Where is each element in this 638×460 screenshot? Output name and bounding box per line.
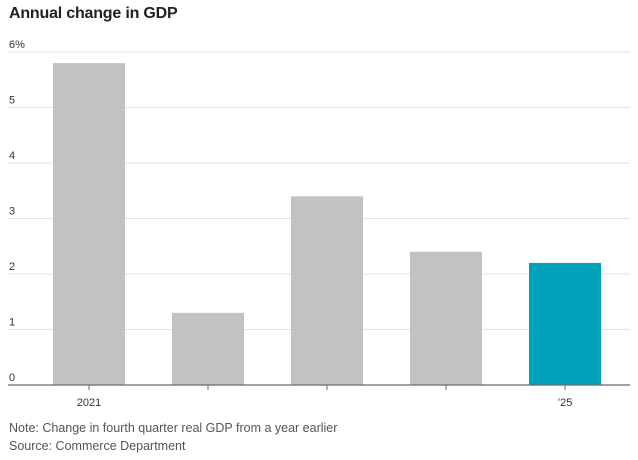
chart-source: Source: Commerce Department [9, 439, 186, 453]
bar-chart: 0 1 2 3 4 5 6% 2021 ’25 [8, 39, 630, 409]
bar-2025 [529, 262, 601, 385]
x-axis-tick-labels: 2021 ’25 [77, 397, 573, 409]
y-tick-label: 3 [9, 206, 15, 218]
bar-2022 [172, 312, 244, 385]
chart-title: Annual change in GDP [9, 5, 178, 22]
y-tick-label: 0 [9, 372, 15, 384]
chart-note: Note: Change in fourth quarter real GDP … [9, 421, 338, 435]
x-tick-label: ’25 [558, 397, 573, 409]
y-tick-label: 5 [9, 95, 15, 107]
bars [53, 63, 601, 385]
bar-2021 [53, 63, 125, 385]
y-tick-label: 1 [9, 317, 15, 329]
y-tick-label: 2 [9, 261, 15, 273]
x-axis [8, 384, 630, 390]
y-tick-label: 6% [9, 39, 25, 51]
bar-2024 [410, 251, 482, 385]
x-tick-label: 2021 [77, 397, 101, 409]
bar-2023 [291, 196, 363, 385]
y-axis-tick-labels: 0 1 2 3 4 5 6% [9, 39, 25, 384]
y-tick-label: 4 [9, 150, 15, 162]
